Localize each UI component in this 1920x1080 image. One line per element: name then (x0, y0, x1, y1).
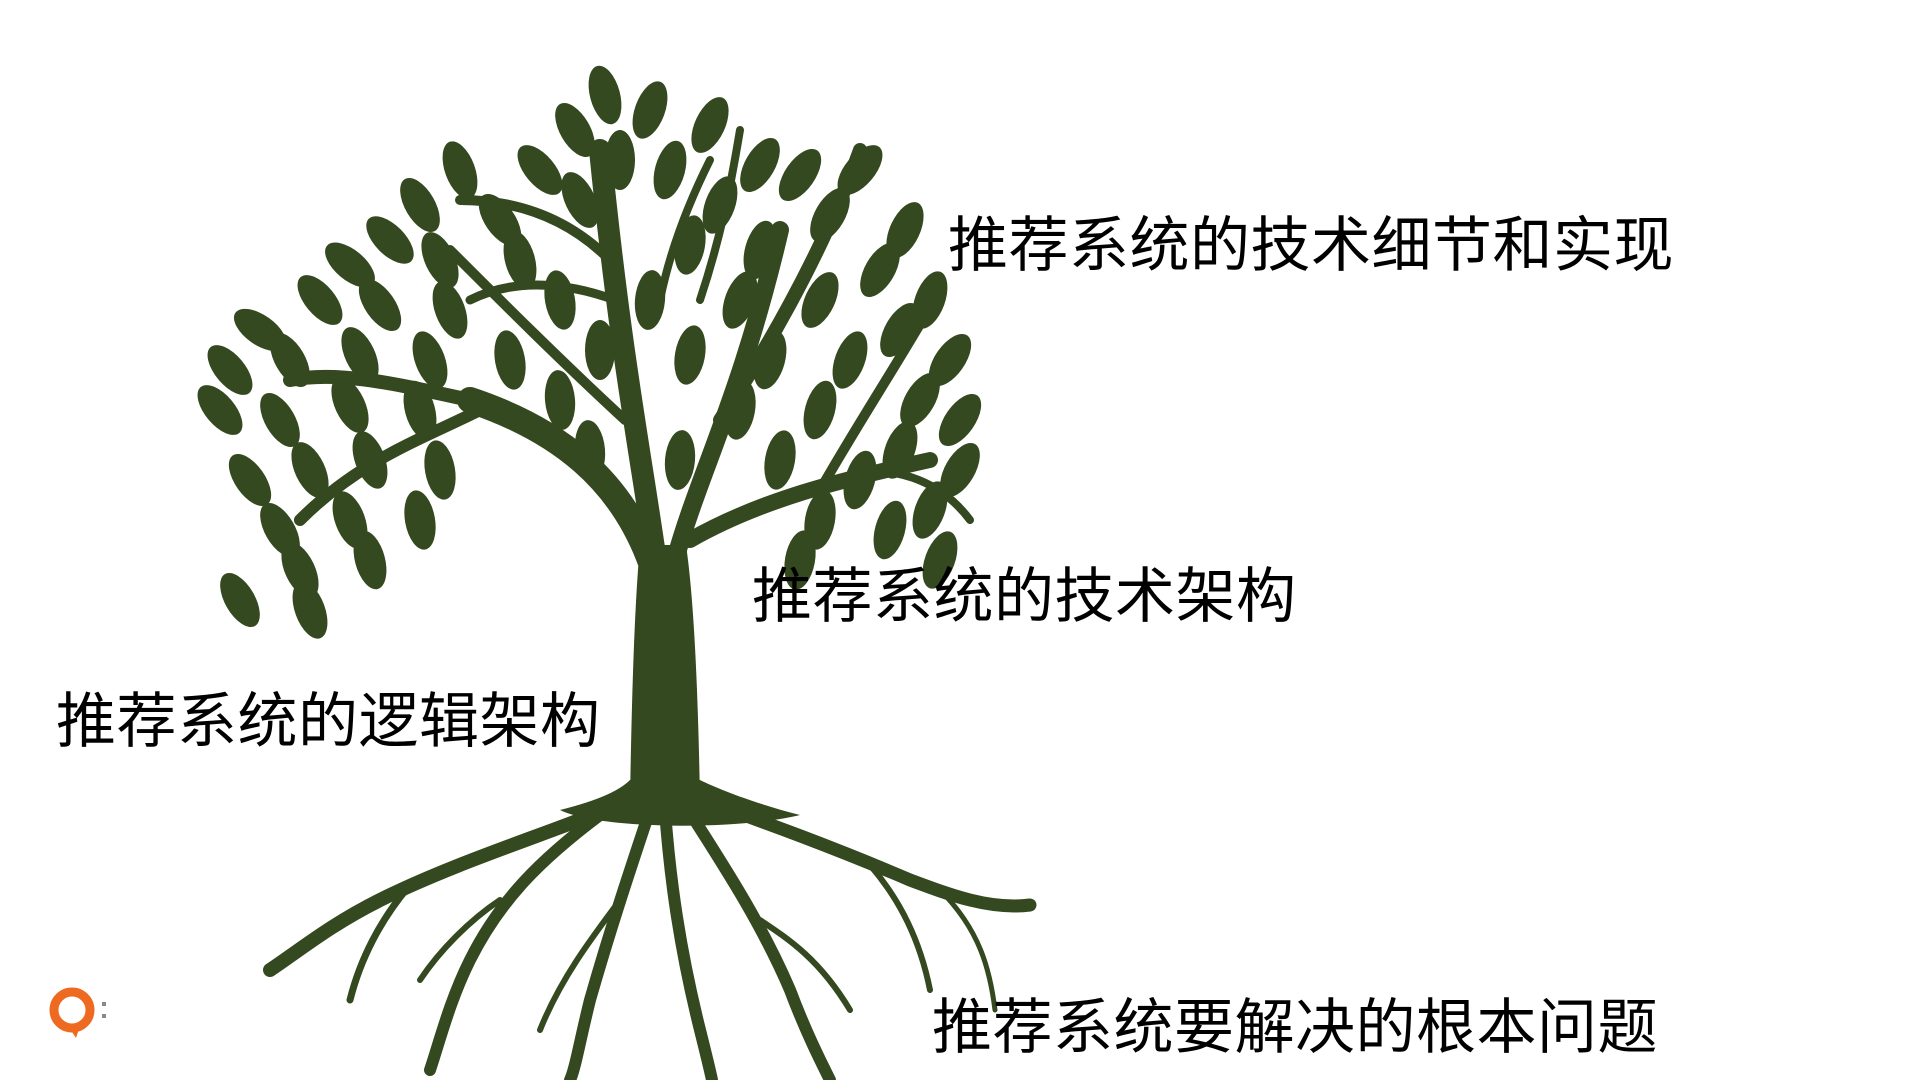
leaf (544, 270, 576, 330)
leaf (753, 330, 787, 390)
leaf (928, 333, 972, 387)
leaf (860, 242, 900, 298)
leaf (784, 530, 816, 590)
leaf (366, 216, 414, 264)
leaf (585, 320, 615, 380)
leaf (503, 230, 537, 290)
leaf (404, 490, 436, 550)
tree-trunk (630, 545, 700, 800)
leaf (260, 392, 300, 448)
leaf (940, 442, 980, 498)
label-root-problem: 推荐系统要解决的根本问题 (932, 993, 1658, 1063)
leaf (442, 141, 478, 199)
leaf (574, 420, 606, 480)
leaf (702, 176, 738, 234)
leaf (403, 380, 437, 440)
leaf (555, 102, 595, 158)
leaf (358, 278, 402, 332)
leaf (837, 145, 883, 195)
leaf (400, 177, 440, 233)
tree-roots (263, 793, 1037, 1080)
leaf (810, 187, 850, 243)
leaf (691, 97, 729, 153)
leaf (880, 302, 920, 358)
leaf (674, 215, 706, 275)
leaf (331, 377, 369, 433)
leaf (804, 490, 836, 550)
leaf (912, 271, 948, 329)
leaf (605, 130, 635, 190)
leaf (740, 137, 780, 193)
leaf (544, 370, 576, 430)
leaf (270, 332, 310, 388)
leaf (674, 325, 706, 385)
leaf (228, 453, 272, 507)
leaf (653, 140, 687, 200)
label-logic-architecture: 推荐系统的逻辑架构 (56, 687, 601, 757)
leaf (494, 330, 526, 390)
leaf (412, 331, 448, 389)
leaf (886, 202, 924, 258)
leaf (922, 531, 958, 589)
label-tech-details: 推荐系统的技术细节和实现 (948, 211, 1674, 281)
leaf (207, 345, 253, 395)
label-tech-architecture: 推荐系统的技术架构 (752, 562, 1297, 632)
leaf (632, 81, 668, 139)
leaf (873, 500, 907, 560)
leaf (197, 385, 243, 435)
leaf (341, 327, 379, 383)
tree-leaves (197, 65, 982, 639)
leaf (743, 220, 777, 280)
leaf (938, 393, 982, 447)
leaf (424, 440, 456, 500)
leaf (588, 65, 622, 125)
leaf (421, 232, 459, 288)
leaf (912, 481, 948, 539)
leaf (832, 331, 868, 389)
leaf (722, 271, 758, 329)
leaf (291, 442, 329, 498)
leaf (724, 380, 756, 440)
leaf (220, 572, 260, 628)
leaf (352, 431, 388, 489)
leaf (561, 172, 599, 228)
leaf (664, 430, 696, 490)
leaf (353, 530, 387, 590)
leaf (432, 281, 468, 339)
leaf (900, 372, 940, 428)
leaf (843, 450, 877, 510)
leaf (778, 148, 822, 202)
leaf (882, 421, 918, 479)
leaf (764, 430, 796, 490)
leaf (325, 242, 375, 288)
leaf (292, 581, 328, 639)
leaf (634, 270, 666, 330)
leaf (517, 145, 563, 195)
leaf (297, 275, 343, 325)
leaf (801, 272, 839, 328)
brand-logo-icon (49, 987, 106, 1038)
leaf (803, 380, 837, 440)
